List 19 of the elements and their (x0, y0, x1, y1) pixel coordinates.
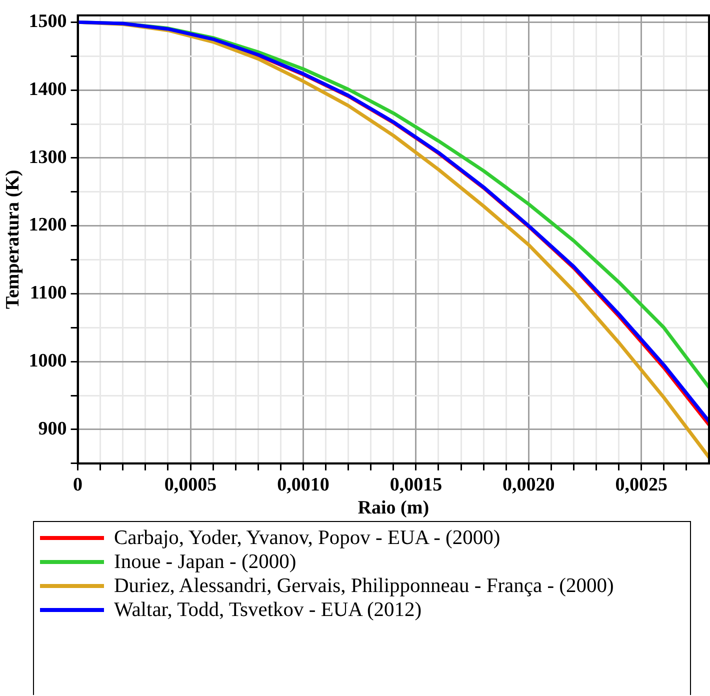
y-tick-label: 1000 (28, 350, 67, 372)
y-axis-title: Temperatura (K) (2, 170, 24, 309)
y-tick-label: 1100 (30, 282, 67, 304)
y-tick-label: 1300 (28, 146, 67, 168)
x-tick-label: 0,0015 (390, 474, 442, 496)
y-tick-label: 1500 (28, 11, 67, 32)
x-tick-label: 0,0025 (615, 474, 668, 496)
x-tick-label: 0,0010 (277, 474, 330, 496)
y-tick-label: 900 (38, 418, 67, 440)
x-tick-label: 0 (73, 474, 83, 496)
x-axis-title: Raio (m) (358, 498, 430, 519)
legend-label: Carbajo, Yoder, Yvanov, Popov - EUA - (2000) (114, 526, 500, 550)
legend-label: Waltar, Todd, Tsvetkov - EUA (2012) (114, 598, 422, 622)
x-tick-label: 0,0005 (164, 474, 217, 496)
y-tick-label: 1200 (28, 214, 67, 236)
legend-label: Duriez, Alessandri, Gervais, Philipponneau - França - (2000) (114, 574, 614, 598)
y-tick-label: 1400 (28, 78, 67, 100)
x-tick-label: 0,0020 (502, 474, 555, 496)
legend-label: Inoue - Japan - (2000) (114, 550, 296, 574)
